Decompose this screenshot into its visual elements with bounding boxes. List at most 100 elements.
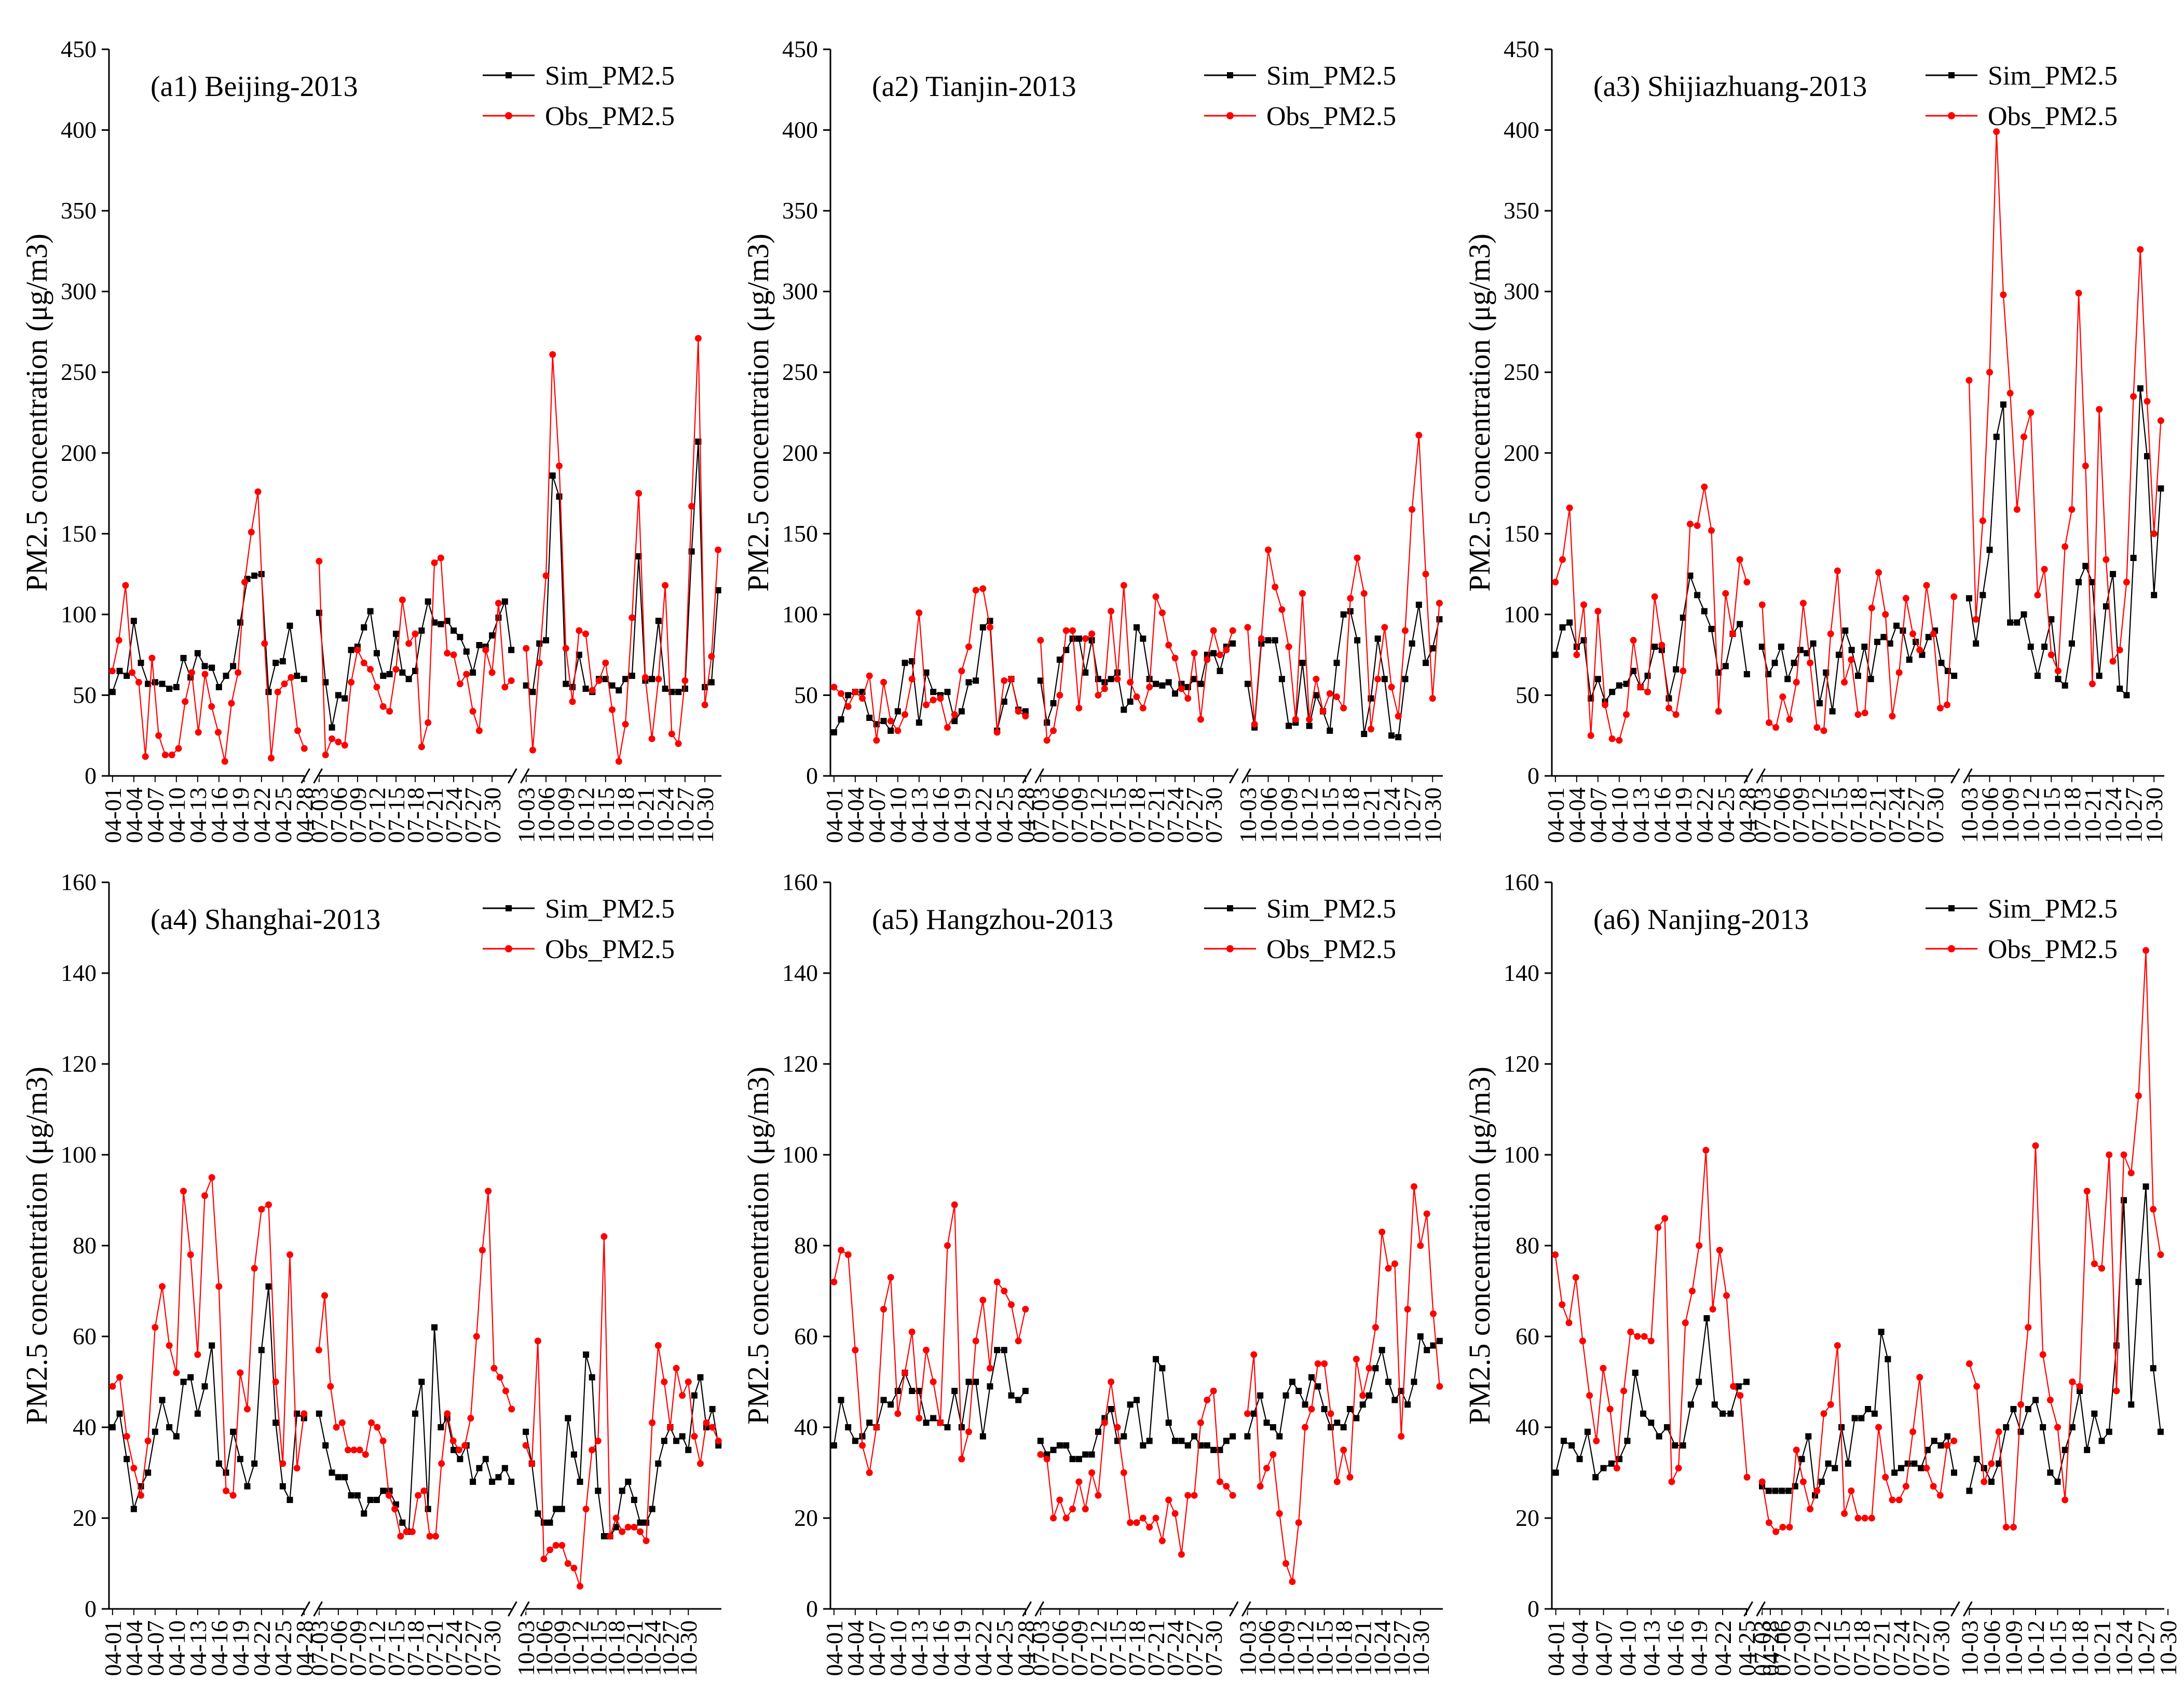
- obs-point: [1295, 1519, 1302, 1526]
- obs-point: [444, 1410, 451, 1417]
- sim-point: [173, 684, 180, 690]
- x-tick-label: 04-16: [206, 787, 233, 843]
- sim-point: [1644, 673, 1651, 679]
- obs-point: [1666, 704, 1672, 712]
- obs-point: [1602, 701, 1608, 708]
- sim-point: [1560, 1438, 1567, 1444]
- obs-point: [1979, 517, 1986, 524]
- x-tick-label: 07-27: [460, 1620, 486, 1676]
- obs-point: [408, 1528, 416, 1535]
- obs-point: [456, 680, 463, 688]
- sim-point: [1415, 602, 1422, 608]
- obs-point: [1827, 630, 1834, 637]
- obs-point: [2082, 462, 2089, 470]
- obs-point: [1299, 590, 1306, 597]
- obs-line-segment: [1247, 435, 1440, 729]
- x-tick-label: 04-22: [1691, 787, 1718, 843]
- y-tick-label: 120: [61, 1050, 97, 1077]
- obs-point: [322, 752, 329, 759]
- legend-obs-marker: [1226, 945, 1234, 952]
- obs-point: [1108, 1378, 1115, 1385]
- obs-point: [173, 1369, 180, 1376]
- obs-point: [1056, 1496, 1063, 1504]
- obs-point: [1944, 701, 1951, 708]
- obs-point: [1229, 1492, 1236, 1499]
- obs-point: [1415, 432, 1423, 439]
- sim-point: [1758, 644, 1765, 650]
- axis-break-gap: [1026, 1606, 1041, 1612]
- obs-point: [374, 1424, 381, 1431]
- sim-point: [2007, 619, 2014, 626]
- obs-point: [1580, 601, 1587, 608]
- sim-point: [1832, 1465, 1838, 1471]
- sim-point: [1871, 1410, 1878, 1417]
- x-tick-label: 04-22: [970, 787, 997, 843]
- panel-title: (a1) Beijing-2013: [151, 71, 358, 103]
- obs-point: [473, 1333, 480, 1340]
- obs-point: [1244, 624, 1251, 631]
- obs-point: [1313, 675, 1320, 682]
- sim-point: [1378, 1347, 1385, 1354]
- obs-line-segment: [1040, 585, 1234, 742]
- x-tick-label: 04-13: [185, 787, 211, 843]
- obs-point: [1251, 720, 1258, 728]
- obs-point: [1319, 708, 1327, 715]
- x-tick-label: 04-22: [1710, 1620, 1736, 1676]
- sim-point: [2128, 1401, 2135, 1408]
- sim-point: [329, 724, 335, 731]
- sim-point: [109, 689, 116, 695]
- x-tick-label: 07-09: [345, 1620, 371, 1676]
- sim-point: [1845, 1460, 1851, 1467]
- x-tick-label: 04-04: [121, 787, 147, 843]
- sim-point: [508, 1479, 515, 1485]
- obs-point: [403, 1528, 410, 1535]
- obs-point: [1875, 1424, 1882, 1431]
- sim-point: [489, 632, 496, 639]
- obs-point: [2135, 1092, 2142, 1099]
- obs-point: [1302, 1424, 1309, 1431]
- obs-line-segment: [318, 556, 512, 756]
- obs-point: [1388, 684, 1395, 691]
- legend-sim-marker: [1948, 905, 1955, 911]
- obs-point: [987, 1364, 993, 1372]
- obs-point: [2017, 1401, 2025, 1408]
- obs-point: [1372, 1324, 1379, 1331]
- series-sim: [109, 1283, 722, 1539]
- x-tick-label: 04-19: [1670, 787, 1697, 843]
- sim-point: [489, 1479, 496, 1485]
- obs-point: [1950, 1437, 1958, 1444]
- sim-point: [662, 686, 668, 692]
- x-tick-label: 10-12: [567, 1620, 593, 1676]
- obs-point: [844, 703, 852, 710]
- obs-point: [214, 729, 222, 736]
- obs-point: [536, 659, 543, 666]
- x-tick-label: 07-21: [1868, 1620, 1895, 1676]
- x-tick-label: 10-06: [531, 1620, 557, 1676]
- obs-point: [2000, 291, 2007, 298]
- obs-point: [1882, 611, 1889, 618]
- x-tick-label: 07-12: [1085, 1620, 1112, 1676]
- obs-point: [1916, 646, 1923, 653]
- sim-point: [1680, 1442, 1686, 1449]
- obs-point: [2144, 398, 2151, 405]
- legend-obs-marker: [505, 112, 512, 119]
- y-tick-label: 100: [782, 601, 818, 627]
- sim-point: [1172, 1438, 1179, 1444]
- obs-point: [188, 669, 195, 676]
- sim-point: [209, 1342, 215, 1349]
- obs-point: [1422, 570, 1429, 578]
- obs-point: [354, 646, 361, 653]
- x-tick-label: 10-21: [2089, 1620, 2115, 1676]
- y-tick-label: 350: [782, 197, 818, 224]
- sim-point: [373, 650, 380, 657]
- obs-point: [1965, 377, 1973, 384]
- x-tick-label: 07-18: [402, 1620, 429, 1676]
- obs-point: [1807, 659, 1814, 666]
- legend-obs-marker: [1948, 945, 1955, 952]
- x-tick-label: 07-09: [345, 787, 371, 843]
- x-tick-label: 10-18: [1337, 787, 1364, 843]
- sim-point: [542, 637, 549, 644]
- sim-point: [1722, 663, 1729, 670]
- sim-point: [418, 627, 425, 634]
- axis-break-gap: [1954, 773, 1969, 779]
